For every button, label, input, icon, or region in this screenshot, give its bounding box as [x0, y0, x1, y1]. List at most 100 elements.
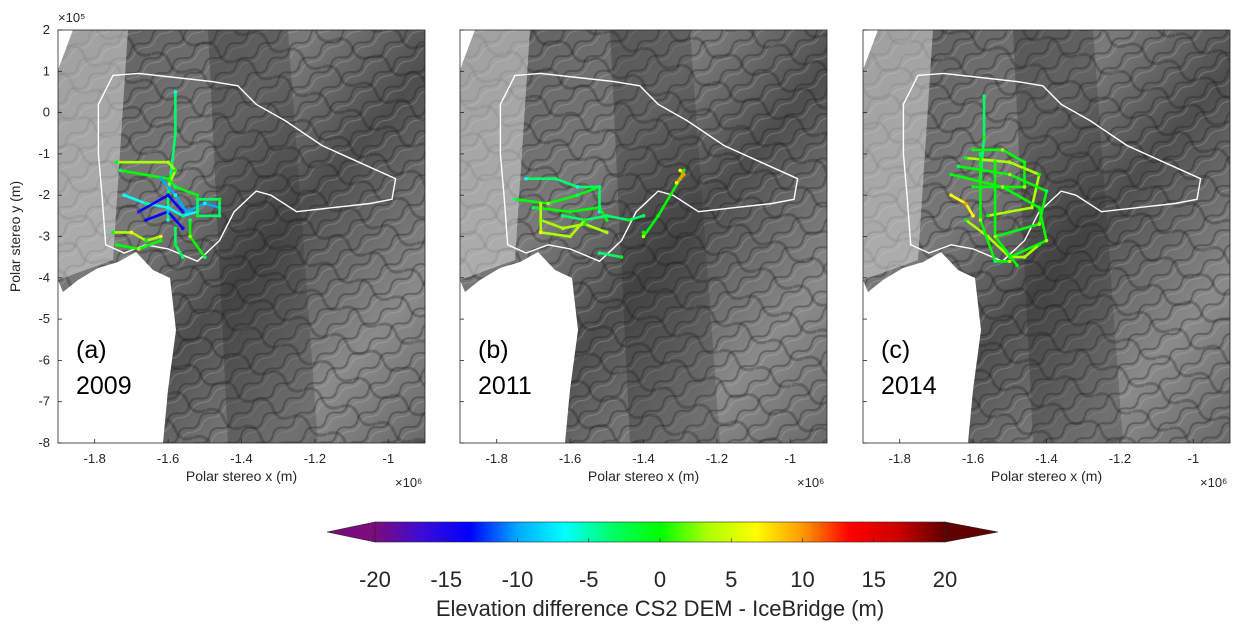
- track-point: [553, 176, 558, 181]
- track-point: [1037, 222, 1041, 226]
- y-tick-label: 0: [43, 105, 50, 120]
- track-point: [181, 214, 185, 218]
- track-point: [546, 201, 550, 206]
- track-point: [971, 148, 975, 152]
- basin-outline: [499, 72, 799, 263]
- flight-track: [115, 160, 177, 189]
- x-tick-label: -1.8: [83, 451, 105, 466]
- flight-track: [532, 206, 609, 222]
- track-point: [583, 222, 587, 226]
- track-point: [993, 259, 997, 264]
- track-point: [195, 193, 200, 197]
- track-point: [217, 197, 222, 202]
- colorbar-lower-extension: [326, 521, 376, 543]
- track-point: [682, 172, 686, 177]
- track-point: [136, 209, 141, 214]
- colorbar-upper-extension: [944, 521, 999, 543]
- track-point: [678, 168, 682, 173]
- track-point: [173, 131, 178, 136]
- y-tick-label: -5: [38, 311, 50, 326]
- track-point: [568, 209, 572, 214]
- track-point: [181, 209, 185, 214]
- y-exponent-label: ×10⁵: [58, 10, 85, 25]
- track-point: [1022, 185, 1027, 189]
- track-point: [173, 193, 178, 197]
- track-point: [122, 193, 126, 197]
- track-point: [203, 255, 207, 259]
- track-point: [166, 160, 170, 164]
- track-point: [597, 251, 602, 255]
- track-point: [971, 214, 975, 218]
- y-tick-label: 2: [43, 22, 50, 37]
- track-point: [978, 152, 983, 156]
- track-point: [114, 160, 119, 164]
- x-tick-label: -1.4: [1035, 451, 1057, 466]
- track-point: [129, 230, 134, 235]
- track-point: [964, 156, 968, 160]
- track-point: [956, 164, 961, 169]
- track-point: [627, 218, 631, 222]
- x-tick-label: -1.2: [1109, 451, 1131, 466]
- colorbar-tick-label: -5: [579, 567, 599, 592]
- track-point: [1000, 148, 1005, 152]
- track-point: [993, 160, 997, 164]
- track-point: [513, 197, 517, 202]
- track-point: [605, 214, 609, 218]
- y-tick-label: 1: [43, 63, 50, 78]
- track-point: [641, 214, 646, 218]
- x-tick-label: -1: [383, 451, 395, 466]
- track-point: [964, 218, 968, 222]
- track-point: [1022, 160, 1027, 164]
- track-point: [188, 218, 192, 222]
- panel-3: -1.8 -1.6 -1.4 -1.2 -1 Polar stereo x (m) ×10⁶…: [862, 29, 1231, 490]
- track-point: [964, 201, 968, 206]
- track-point: [978, 218, 983, 222]
- x-axis-label: Polar stereo x (m): [186, 468, 297, 484]
- terrain-map: [58, 30, 425, 443]
- y-tick-label: -1: [38, 146, 50, 161]
- x-axis-label: Polar stereo x (m): [991, 468, 1102, 484]
- track-point: [656, 214, 660, 218]
- panel-label: (c): [881, 336, 910, 364]
- terrain-map: [460, 30, 827, 443]
- track-point: [195, 214, 200, 218]
- track-point: [144, 218, 148, 222]
- track-point: [561, 214, 565, 218]
- track-point: [166, 218, 170, 222]
- track-point: [144, 238, 148, 243]
- x-tick-label: -1: [785, 451, 797, 466]
- x-axis-label: Polar stereo x (m): [588, 468, 699, 484]
- y-tick-label: -4: [38, 270, 50, 285]
- panel-year: 2009: [76, 372, 132, 400]
- track-point: [173, 90, 178, 94]
- track-point: [181, 255, 185, 259]
- track-point: [136, 247, 141, 251]
- x-tick-label: -1.4: [632, 451, 654, 466]
- panel-2: -1.8 -1.6 -1.4 -1.2 -1 Polar stereo x (m) ×10⁶…: [459, 29, 828, 490]
- track-point: [181, 226, 185, 230]
- flight-track: [979, 152, 1012, 263]
- track-point: [144, 201, 148, 206]
- y-tick-label: -7: [38, 394, 50, 409]
- x-exponent-label: ×10⁶: [395, 475, 422, 490]
- track-point: [173, 168, 178, 173]
- track-point: [118, 168, 123, 173]
- track-point: [538, 230, 543, 235]
- track-point: [597, 185, 602, 189]
- flight-track: [111, 231, 163, 242]
- track-point: [1000, 185, 1005, 189]
- colorbar-tick-label: 20: [933, 567, 957, 592]
- track-point: [674, 181, 679, 185]
- flight-track: [539, 218, 609, 234]
- x-tick-label: -1.6: [559, 451, 581, 466]
- track-point: [986, 214, 990, 218]
- y-axis-label: Polar stereo y (m): [7, 181, 23, 292]
- track-point: [682, 168, 686, 173]
- track-point: [1022, 255, 1027, 259]
- colorbar-tick-label: -15: [430, 567, 462, 592]
- track-point: [1008, 259, 1012, 264]
- colorbar-tick-label: 0: [654, 567, 666, 592]
- track-point: [993, 234, 997, 239]
- track-point: [159, 238, 163, 243]
